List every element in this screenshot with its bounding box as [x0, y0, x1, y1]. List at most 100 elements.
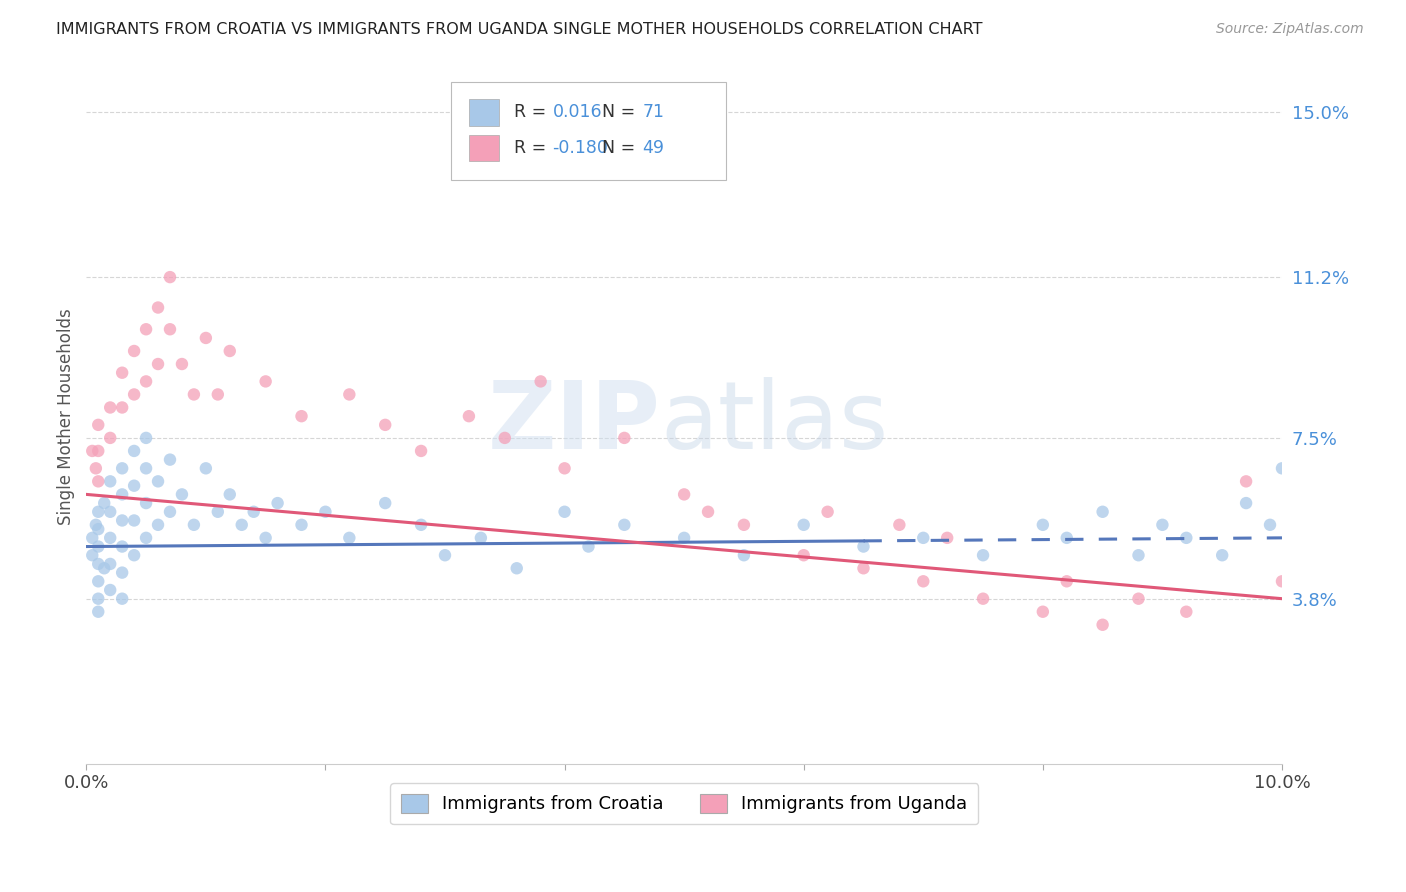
Point [1152, 517, 1174, 532]
Point [146, 357, 169, 371]
Point [673, 487, 696, 501]
Point [183, 387, 205, 401]
Point [87, 417, 110, 432]
Point [146, 517, 169, 532]
Point [207, 387, 229, 401]
Point [135, 375, 157, 389]
Point [254, 531, 277, 545]
Point [972, 591, 994, 606]
Point [84, 517, 107, 532]
Text: atlas: atlas [661, 377, 889, 469]
Text: N =: N = [591, 103, 641, 121]
Point [207, 505, 229, 519]
Point [87, 591, 110, 606]
Point [912, 574, 935, 589]
Point [93, 561, 115, 575]
Point [1091, 617, 1114, 632]
Text: 71: 71 [643, 103, 664, 121]
Point [122, 479, 145, 493]
Point [290, 517, 312, 532]
Text: 0.016: 0.016 [553, 103, 602, 121]
Point [194, 331, 217, 345]
Legend: Immigrants from Croatia, Immigrants from Uganda: Immigrants from Croatia, Immigrants from… [389, 783, 979, 824]
Point [409, 517, 432, 532]
Point [111, 401, 134, 415]
Text: 49: 49 [643, 139, 664, 157]
Point [1271, 461, 1294, 475]
Point [1211, 548, 1233, 562]
Point [87, 557, 110, 571]
Point [159, 322, 181, 336]
Point [1128, 548, 1150, 562]
FancyBboxPatch shape [470, 99, 499, 126]
Point [1056, 531, 1078, 545]
Point [98, 505, 121, 519]
Point [314, 505, 336, 519]
Point [470, 531, 492, 545]
Point [218, 343, 240, 358]
Point [578, 540, 600, 554]
Point [87, 605, 110, 619]
Point [613, 431, 636, 445]
Point [1175, 605, 1198, 619]
Point [889, 517, 911, 532]
Point [135, 531, 157, 545]
Point [458, 409, 481, 424]
Point [87, 475, 110, 489]
Point [87, 444, 110, 458]
Point [84, 461, 107, 475]
Point [972, 548, 994, 562]
Point [146, 475, 169, 489]
Point [817, 505, 839, 519]
Point [337, 387, 360, 401]
Point [87, 540, 110, 554]
Point [170, 357, 193, 371]
Point [697, 505, 720, 519]
Point [82, 444, 104, 458]
Text: R =: R = [515, 103, 553, 121]
Point [613, 517, 636, 532]
Point [82, 531, 104, 545]
Point [218, 487, 240, 501]
Point [135, 431, 157, 445]
Text: Source: ZipAtlas.com: Source: ZipAtlas.com [1216, 22, 1364, 37]
Point [1128, 591, 1150, 606]
Point [1234, 496, 1257, 510]
Point [1271, 574, 1294, 589]
Point [87, 574, 110, 589]
Point [98, 475, 121, 489]
Point [122, 343, 145, 358]
Point [111, 513, 134, 527]
Point [98, 431, 121, 445]
Y-axis label: Single Mother Households: Single Mother Households [58, 308, 75, 524]
Point [733, 548, 755, 562]
Point [1258, 517, 1281, 532]
Point [111, 487, 134, 501]
Point [135, 461, 157, 475]
Point [1032, 517, 1054, 532]
Point [146, 301, 169, 315]
Point [111, 566, 134, 580]
Point [912, 531, 935, 545]
Point [111, 540, 134, 554]
Point [159, 270, 181, 285]
Point [793, 548, 815, 562]
Point [290, 409, 312, 424]
Point [111, 366, 134, 380]
Point [87, 505, 110, 519]
Point [1091, 505, 1114, 519]
Point [135, 496, 157, 510]
Text: N =: N = [591, 139, 641, 157]
Point [433, 548, 456, 562]
Point [506, 561, 529, 575]
Text: -0.180: -0.180 [553, 139, 609, 157]
Point [122, 444, 145, 458]
Point [183, 517, 205, 532]
Point [122, 387, 145, 401]
Point [374, 417, 396, 432]
Point [135, 322, 157, 336]
Point [1056, 574, 1078, 589]
Point [170, 487, 193, 501]
Point [733, 517, 755, 532]
Point [98, 531, 121, 545]
